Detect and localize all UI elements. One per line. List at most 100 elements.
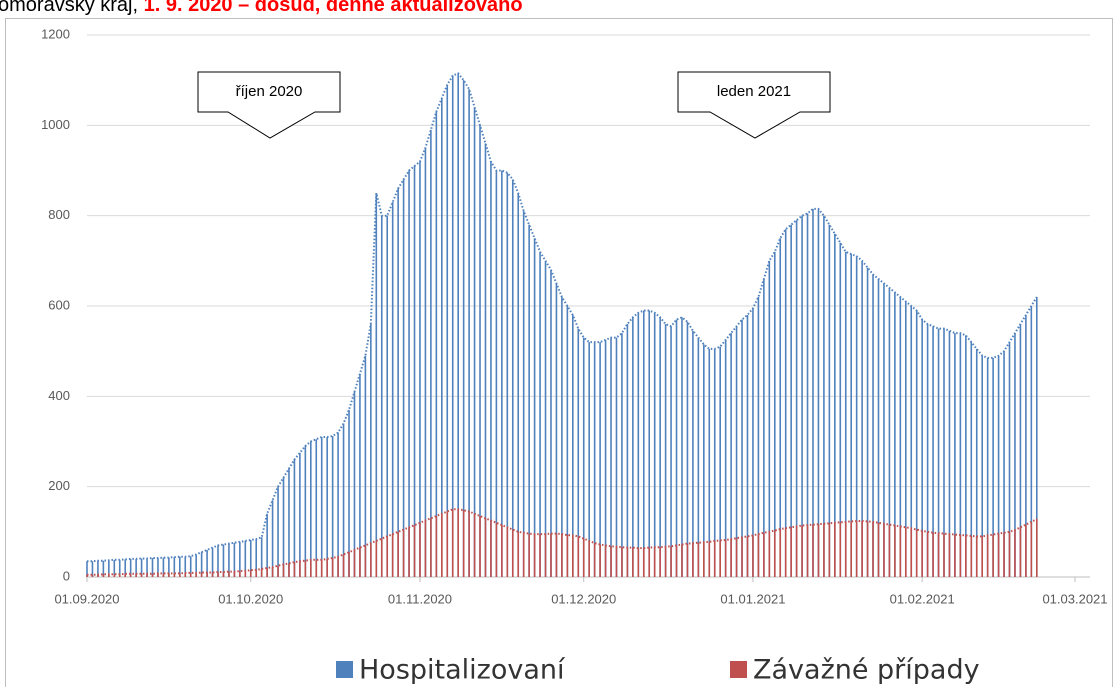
bar (773, 251, 776, 578)
callout-shape (197, 71, 341, 139)
bar (850, 254, 852, 577)
bar (555, 533, 558, 577)
bar (735, 538, 738, 577)
bar (97, 560, 99, 577)
bar (604, 545, 607, 577)
bar (593, 342, 596, 577)
bar (473, 513, 476, 577)
bar (730, 539, 732, 577)
bar (959, 333, 962, 577)
bar (697, 337, 700, 577)
bar (544, 260, 547, 577)
bar (904, 301, 907, 577)
bar (970, 535, 973, 577)
bar (206, 549, 208, 577)
bar (593, 543, 596, 577)
bar (561, 534, 563, 577)
bar (708, 348, 711, 577)
bar (648, 547, 651, 577)
bar (468, 89, 470, 577)
bar (124, 559, 127, 577)
bar (457, 73, 459, 578)
bar (790, 527, 792, 577)
legend-label: Závažné případy (753, 655, 980, 686)
bar (741, 537, 743, 577)
bar (1025, 315, 1027, 577)
bar (779, 238, 782, 577)
bar (359, 373, 361, 577)
bar (517, 193, 520, 578)
bar (271, 500, 274, 577)
bar (140, 573, 143, 577)
bar (626, 324, 629, 577)
bar (883, 523, 885, 577)
bar (228, 571, 230, 577)
callout-shape (677, 71, 831, 139)
bar (200, 552, 203, 577)
bar (610, 337, 612, 577)
bar (419, 161, 421, 577)
bar (670, 546, 672, 577)
bar (108, 560, 110, 577)
bar (364, 355, 367, 577)
bar (288, 468, 290, 577)
bar (577, 536, 580, 577)
bar (528, 533, 530, 577)
bar (490, 161, 492, 577)
bar (255, 569, 258, 577)
bar (735, 326, 738, 577)
bar (359, 547, 361, 577)
bar (806, 213, 809, 578)
bar (937, 533, 940, 577)
bar (484, 143, 487, 577)
bar (572, 315, 574, 577)
bar (255, 539, 258, 577)
bar (599, 342, 601, 577)
bar (981, 536, 984, 577)
bar (501, 525, 503, 577)
bar (703, 542, 705, 577)
bar (795, 526, 798, 577)
bar (266, 567, 268, 577)
bar (342, 423, 345, 577)
bar (932, 326, 934, 577)
bar (178, 573, 181, 577)
bar (632, 317, 634, 577)
bar (299, 452, 301, 577)
bar (370, 324, 372, 577)
bar (424, 147, 427, 577)
bar (823, 215, 825, 577)
bar (653, 312, 656, 577)
bar (446, 84, 449, 577)
bar (659, 547, 661, 577)
bar (992, 357, 994, 577)
bar (375, 540, 378, 577)
bar (528, 224, 530, 577)
bar (435, 111, 438, 578)
bar (271, 567, 274, 577)
bar (561, 296, 563, 577)
bar (812, 524, 814, 577)
bar (899, 526, 902, 577)
bar (943, 533, 945, 577)
y-tick-label: 800 (48, 207, 70, 222)
legend-swatch (336, 661, 353, 678)
bar (839, 522, 842, 577)
bar (997, 533, 1000, 577)
legend: Hospitalizovaní Závažné případy (336, 655, 980, 686)
bar (877, 278, 880, 577)
bar (200, 572, 203, 577)
bar (315, 439, 318, 577)
bar (555, 283, 558, 577)
x-tick-label: 01.02.2021 (890, 591, 955, 606)
bar (151, 558, 154, 577)
bar (653, 547, 656, 577)
bar (244, 540, 247, 577)
bar (866, 267, 869, 577)
bar (446, 511, 449, 577)
bar (91, 561, 94, 577)
bar (588, 342, 590, 577)
bar (621, 333, 623, 577)
bar (479, 125, 481, 577)
